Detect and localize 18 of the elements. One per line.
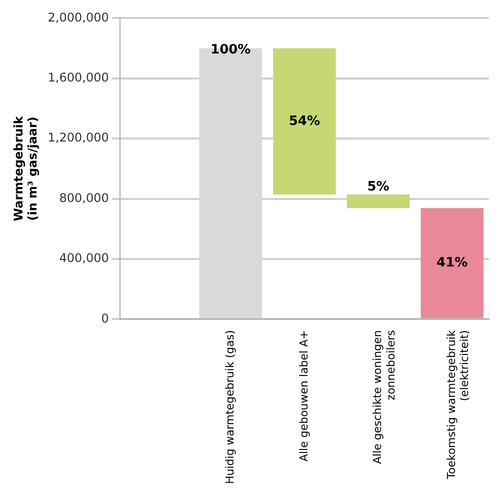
bar [273, 48, 336, 195]
y-tick-label: 0 [101, 311, 109, 326]
annotation: 54% [288, 114, 320, 129]
x-tick-label: Huidig warmtegebruik (gas) [223, 330, 236, 484]
annotation: 5% [367, 179, 390, 194]
bar [420, 208, 484, 318]
y-axis-title: Warmtegebruik (in m³ gas/jaar) [11, 115, 40, 222]
y-tick-label: 800,000 [59, 190, 109, 205]
bar [346, 194, 410, 208]
x-tick-label: Toekomstig warmtegebruik (elektriciteit) [444, 330, 472, 480]
annotation: 41% [436, 255, 468, 270]
y-tick-label: 1,600,000 [48, 70, 109, 85]
annotation: 100% [210, 42, 251, 58]
y-tick-label: 1,200,000 [48, 130, 109, 145]
y-tick-label: 400,000 [59, 251, 109, 266]
x-tick-label: Alle geschikte woningen zonneboilers [371, 330, 398, 464]
x-tick-label: Alle gebouwen label A+ [297, 330, 310, 462]
y-tick-label: 2,000,000 [48, 10, 109, 24]
